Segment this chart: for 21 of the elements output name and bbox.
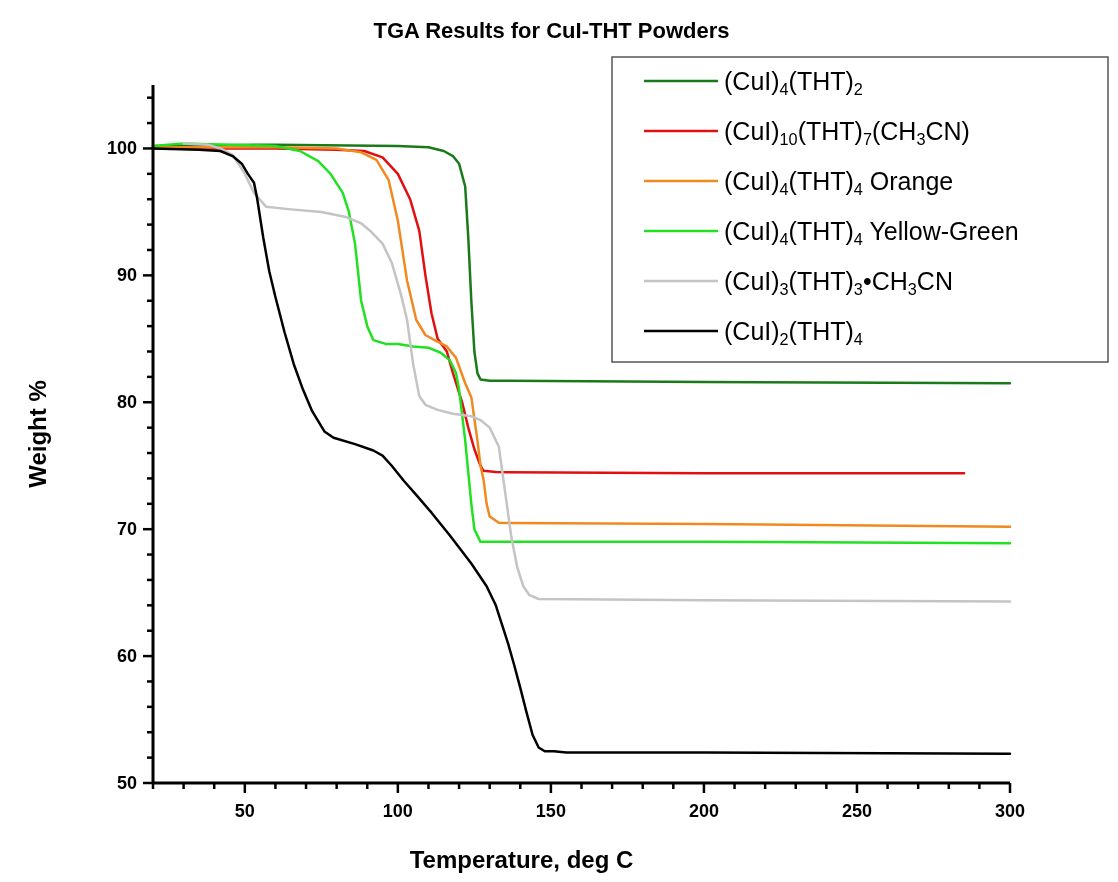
x-tick-label: 250 <box>841 801 872 821</box>
x-tick-label: 150 <box>535 801 566 821</box>
legend-label: (CuI)$_{4}$(THT)$_{4}$ Yellow-Green <box>724 217 1019 248</box>
y-tick-label: 100 <box>106 138 137 159</box>
y-tick-label: 60 <box>116 646 137 667</box>
y-tick-label: 90 <box>116 265 137 286</box>
y-tick-label: 70 <box>116 519 137 540</box>
x-tick-label: 100 <box>382 801 413 821</box>
legend-label: (CuI)$_{4}$(THT)$_{2}$ <box>724 67 863 98</box>
x-axis-title: Temperature, deg C <box>409 846 634 873</box>
legend-label: (CuI)$_{4}$(THT)$_{4}$ Orange <box>724 167 954 198</box>
x-tick-label: 200 <box>688 801 719 821</box>
y-tick-label: 80 <box>116 392 137 413</box>
legend-label: (CuI)$_{2}$(THT)$_{4}$ <box>724 317 863 348</box>
y-tick-label: 50 <box>116 773 137 793</box>
x-tick-label: 300 <box>994 801 1026 821</box>
y-axis-title: Weight % <box>24 380 51 488</box>
chart-title: TGA Results for CuI-THT Powders <box>373 18 730 43</box>
x-tick-label: 50 <box>234 801 255 821</box>
legend-label: (CuI)$_{3}$(THT)$_{3}$•CH$_{3}$CN <box>724 267 953 298</box>
legend-label: (CuI)$_{10}$(THT)$_{7}$(CH$_{3}$CN) <box>724 117 970 148</box>
